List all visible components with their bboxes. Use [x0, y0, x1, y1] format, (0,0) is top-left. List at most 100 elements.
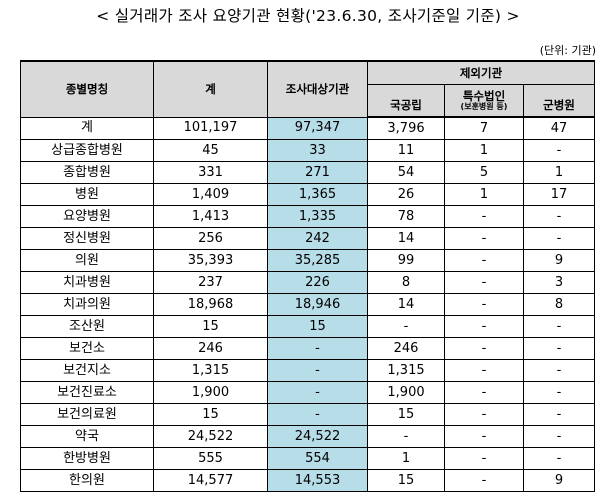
header-excluded: 제외기관 [366, 60, 596, 85]
header-public: 국공립 [367, 84, 445, 118]
cell-surveyed: 226 [267, 271, 368, 294]
table-row: 보건소 246-246- - [20, 337, 596, 360]
cell-total: 246 [153, 337, 268, 360]
header-special-label: 특수법인 [462, 88, 506, 103]
cell-type: 보건진료소 [20, 381, 154, 404]
cell-special: - [444, 403, 524, 426]
cell-surveyed: 242 [267, 227, 368, 250]
table-header: 종별명칭 계 조사대상기관 제외기관 국공립 특수법인 (보훈병원 등) 군병원 [20, 60, 596, 118]
cell-surveyed: - [267, 403, 368, 426]
cell-surveyed: 97,347 [267, 116, 368, 140]
cell-type: 한의원 [20, 469, 154, 492]
cell-total: 15 [153, 403, 268, 426]
cell-military: - [522, 425, 596, 448]
cell-total: 101,197 [153, 116, 268, 140]
cell-type: 계 [20, 116, 154, 140]
cell-military: - [522, 315, 596, 338]
cell-total: 1,409 [153, 183, 268, 206]
table-body: 계 101,197 97,347 3,796 7 47 상급종합병원 45 33 11 1- 종합병원… [20, 116, 596, 492]
cell-type: 의원 [20, 249, 154, 272]
cell-special: - [444, 359, 524, 382]
table-row: 보건의료원 15-15- - [20, 403, 596, 426]
cell-military: 8 [522, 293, 596, 316]
cell-type: 요양병원 [20, 205, 154, 228]
table-row: 계 101,197 97,347 3,796 7 47 [20, 116, 596, 140]
cell-military: - [522, 205, 596, 228]
cell-public: 78 [367, 205, 445, 228]
cell-surveyed: 35,285 [267, 249, 368, 272]
cell-total: 555 [153, 447, 268, 470]
table-row: 치과병원 237 226 8-3 [20, 271, 596, 294]
cell-type: 병원 [20, 183, 154, 206]
cell-public: - [367, 315, 445, 338]
cell-special: 5 [444, 161, 524, 184]
cell-total: 1,315 [153, 359, 268, 382]
cell-type: 조산원 [20, 315, 154, 338]
cell-public: 14 [367, 227, 445, 250]
cell-public: 1 [367, 447, 445, 470]
cell-public: 1,315 [367, 359, 445, 382]
table-row: 보건진료소 1,900-1,900- - [20, 381, 596, 404]
cell-total: 1,413 [153, 205, 268, 228]
cell-public: 15 [367, 403, 445, 426]
cell-public: - [367, 425, 445, 448]
cell-military: 17 [522, 183, 596, 206]
cell-surveyed: - [267, 359, 368, 382]
cell-special: - [444, 447, 524, 470]
cell-total: 35,393 [153, 249, 268, 272]
cell-public: 11 [367, 139, 445, 162]
table-row: 보건지소 1,315-1,315- - [20, 359, 596, 382]
cell-surveyed: 33 [267, 139, 368, 162]
cell-military: - [522, 227, 596, 250]
cell-total: 45 [153, 139, 268, 162]
cell-special: 1 [444, 183, 524, 206]
cell-total: 237 [153, 271, 268, 294]
cell-military: - [522, 139, 596, 162]
table-row: 종합병원 331 271 54 5 1 [20, 161, 596, 184]
cell-total: 24,522 [153, 425, 268, 448]
cell-special: - [444, 205, 524, 228]
unit-label: (단위: 기관) [539, 44, 596, 57]
cell-special: - [444, 337, 524, 360]
header-surveyed: 조사대상기관 [267, 60, 368, 118]
cell-military: 47 [522, 116, 596, 140]
cell-surveyed: 18,946 [267, 293, 368, 316]
header-type: 종별명칭 [20, 60, 154, 118]
cell-public: 99 [367, 249, 445, 272]
cell-total: 15 [153, 315, 268, 338]
institution-table: 종별명칭 계 조사대상기관 제외기관 국공립 특수법인 (보훈병원 등) 군병원… [20, 60, 596, 492]
cell-surveyed: 24,522 [267, 425, 368, 448]
table-row: 병원 1,409 1,365 26 1 17 [20, 183, 596, 206]
cell-military: - [522, 447, 596, 470]
cell-special: - [444, 227, 524, 250]
table-row: 조산원 15 15- - - [20, 315, 596, 338]
table-row: 의원 35,393 35,285 99-9 [20, 249, 596, 272]
cell-total: 14,577 [153, 469, 268, 492]
cell-public: 15 [367, 469, 445, 492]
cell-total: 1,900 [153, 381, 268, 404]
cell-public: 54 [367, 161, 445, 184]
table-row: 약국 24,522 24,522- - - [20, 425, 596, 448]
cell-type: 정신병원 [20, 227, 154, 250]
header-special: 특수법인 (보훈병원 등) [444, 84, 524, 118]
cell-surveyed: 554 [267, 447, 368, 470]
cell-surveyed: - [267, 381, 368, 404]
cell-public: 1,900 [367, 381, 445, 404]
cell-military: - [522, 359, 596, 382]
cell-special: 1 [444, 139, 524, 162]
table-row: 요양병원 1,413 1,335 78- - [20, 205, 596, 228]
cell-special: - [444, 425, 524, 448]
cell-surveyed: 1,335 [267, 205, 368, 228]
cell-military: - [522, 403, 596, 426]
cell-military: 9 [522, 469, 596, 492]
cell-public: 246 [367, 337, 445, 360]
table-row: 정신병원 256 242 14- - [20, 227, 596, 250]
cell-type: 치과의원 [20, 293, 154, 316]
cell-public: 26 [367, 183, 445, 206]
cell-type: 보건소 [20, 337, 154, 360]
cell-surveyed: - [267, 337, 368, 360]
table-title: < 실거래가 조사 요양기관 현황('23.6.30, 조사기준일 기준) > [96, 7, 520, 25]
cell-special: - [444, 271, 524, 294]
cell-type: 상급종합병원 [20, 139, 154, 162]
